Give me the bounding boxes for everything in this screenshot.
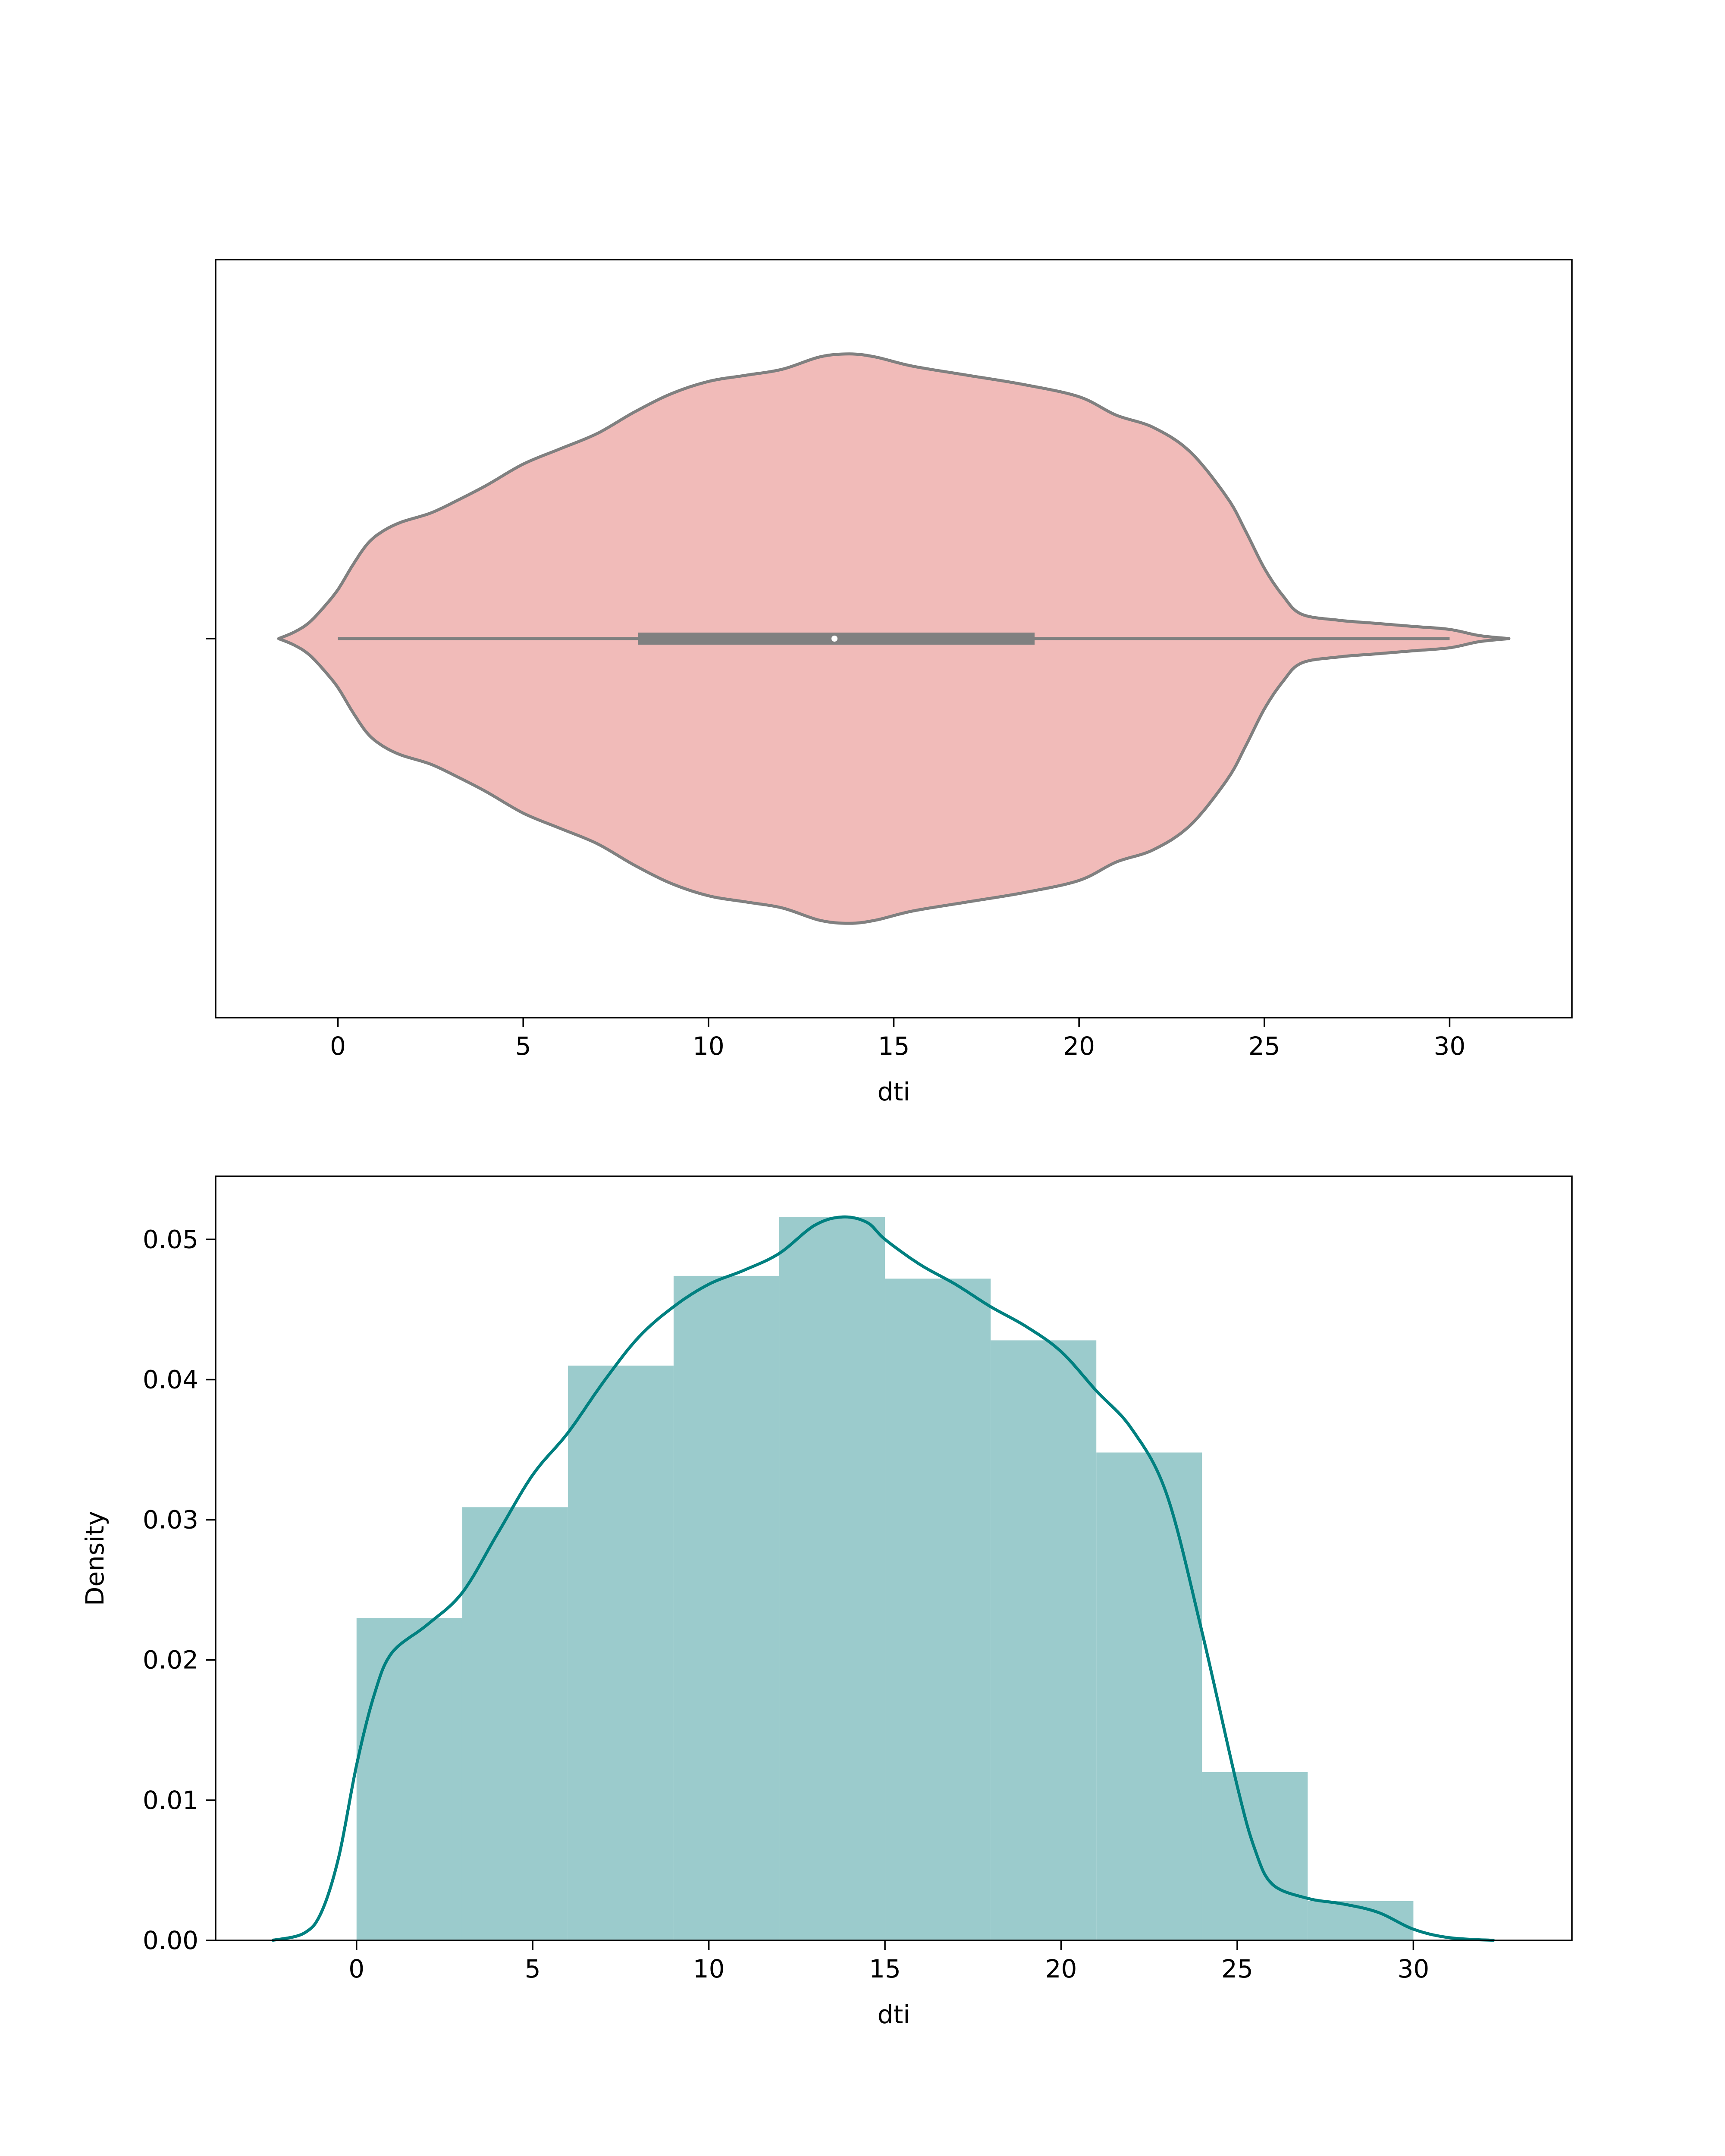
violin-box-layer [338, 633, 1450, 645]
histogram-bar [462, 1507, 568, 1940]
histogram-bar [673, 1275, 780, 1940]
histogram-y-tick-label: 0.00 [143, 1926, 198, 1955]
histogram-x-tick-label: 20 [1045, 1954, 1077, 1984]
histogram-x-ticks: 0 5 10 15 20 25 30 [348, 1940, 1429, 1984]
histogram-axes-frame [215, 1175, 1573, 1941]
histogram-y-axis-label: Density [80, 1511, 110, 1606]
violin-x-tick-label: 20 [1063, 1031, 1095, 1061]
histogram-y-tick-label: 0.03 [143, 1505, 198, 1535]
violin-x-tick-label: 25 [1248, 1031, 1280, 1061]
histogram-x-tick-label: 25 [1221, 1954, 1253, 1984]
kde-line [271, 1215, 1495, 1942]
histogram-x-tick-label: 10 [693, 1954, 725, 1984]
histogram-bar [991, 1340, 1097, 1940]
violin-plot-panel: 0 5 10 15 20 25 30 dti [206, 259, 1573, 1106]
histogram-y-tick-label: 0.04 [143, 1365, 198, 1394]
violin-x-tick-label: 30 [1434, 1031, 1466, 1061]
histogram-bar [356, 1618, 462, 1940]
histogram-x-tick-label: 0 [348, 1954, 364, 1984]
histogram-y-ticks: 0.00 0.01 0.02 0.03 0.04 0.05 [143, 1225, 216, 1955]
histogram-y-tick-label: 0.02 [143, 1645, 198, 1675]
histogram-x-tick-label: 30 [1397, 1954, 1429, 1984]
histogram-bar [779, 1217, 885, 1940]
histogram-y-tick-label: 0.05 [143, 1225, 198, 1254]
violin-x-tick-label: 15 [878, 1031, 910, 1061]
violin-x-tick-label: 10 [693, 1031, 724, 1061]
histogram-y-tick-label: 0.01 [143, 1786, 198, 1815]
histogram-bar [1096, 1452, 1202, 1940]
histogram-x-axis-label: dti [878, 2000, 910, 2029]
histogram-bar [1202, 1772, 1308, 1940]
violin-x-axis-label: dti [878, 1077, 910, 1106]
violin-x-ticks: 0 5 10 15 20 25 30 [330, 1018, 1465, 1061]
histogram-bar [568, 1365, 674, 1940]
violin-median-marker [831, 636, 838, 642]
histogram-panel: 0 5 10 15 20 25 30 0.00 0.01 0.02 0.03 0.04 0.05 dt… [80, 1175, 1573, 2029]
violin-x-tick-label: 5 [515, 1031, 531, 1061]
histogram-x-tick-label: 15 [869, 1954, 901, 1984]
histogram-bars [356, 1217, 1414, 1940]
violin-x-tick-label: 0 [330, 1031, 346, 1061]
histogram-x-tick-label: 5 [525, 1954, 541, 1984]
histogram-bar [885, 1279, 991, 1940]
